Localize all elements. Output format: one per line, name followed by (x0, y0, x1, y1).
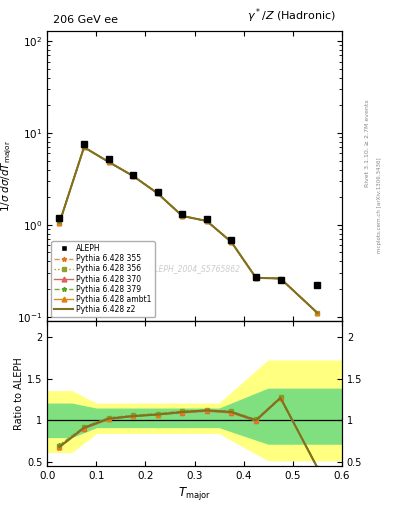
X-axis label: $T_\mathrm{major}$: $T_\mathrm{major}$ (178, 485, 211, 502)
Text: $\gamma^*/Z$ (Hadronic): $\gamma^*/Z$ (Hadronic) (247, 6, 336, 25)
Text: 206 GeV ee: 206 GeV ee (53, 15, 118, 25)
Text: ALEPH_2004_S5765862: ALEPH_2004_S5765862 (149, 264, 240, 273)
Text: Rivet 3.1.10, ≥ 2.7M events: Rivet 3.1.10, ≥ 2.7M events (365, 99, 370, 187)
Text: mcplots.cern.ch [arXiv:1306.3436]: mcplots.cern.ch [arXiv:1306.3436] (377, 157, 382, 252)
Legend: ALEPH, Pythia 6.428 355, Pythia 6.428 356, Pythia 6.428 370, Pythia 6.428 379, P: ALEPH, Pythia 6.428 355, Pythia 6.428 35… (51, 241, 154, 317)
Y-axis label: Ratio to ALEPH: Ratio to ALEPH (14, 357, 24, 430)
Y-axis label: $1/\sigma\; d\sigma/dT_\mathrm{major}$: $1/\sigma\; d\sigma/dT_\mathrm{major}$ (0, 140, 14, 212)
